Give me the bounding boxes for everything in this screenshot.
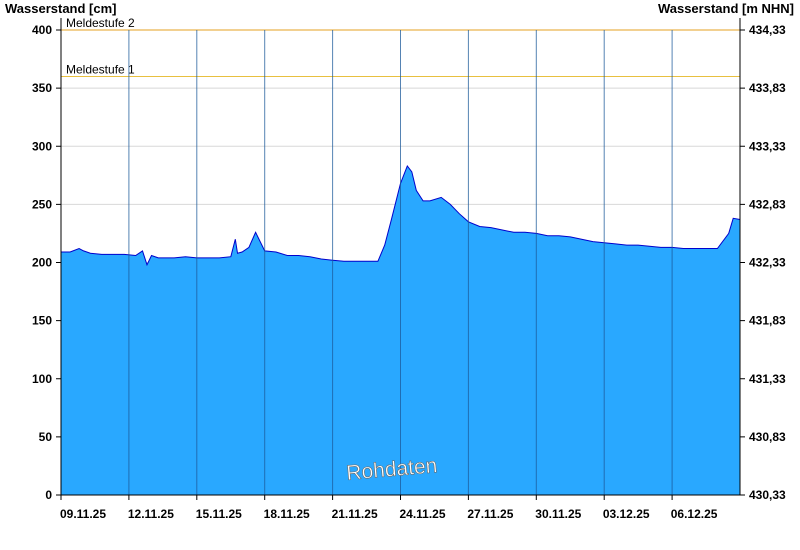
y-tick-label-left: 150	[32, 314, 52, 328]
x-tick-label: 09.11.25	[60, 507, 106, 521]
y-tick-label-right: 433,83	[749, 81, 786, 95]
x-tick-label: 27.11.25	[467, 507, 513, 521]
x-tick-label: 18.11.25	[264, 507, 310, 521]
threshold-label: Meldestufe 1	[66, 63, 135, 77]
y-tick-label-right: 432,83	[749, 197, 786, 211]
y-tick-label-right: 430,83	[749, 430, 786, 444]
x-tick-label: 24.11.25	[399, 507, 445, 521]
y-tick-label-left: 50	[39, 430, 53, 444]
y-axis-title-left: Wasserstand [cm]	[5, 1, 117, 16]
y-tick-label-right: 431,83	[749, 314, 786, 328]
y-tick-label-left: 350	[32, 81, 52, 95]
x-tick-label: 30.11.25	[535, 507, 581, 521]
x-tick-label: 15.11.25	[196, 507, 242, 521]
y-axis-title-right: Wasserstand [m NHN]	[657, 1, 794, 16]
y-tick-label-left: 250	[32, 197, 52, 211]
y-tick-label-right: 430,33	[749, 488, 786, 502]
x-tick-label: 21.11.25	[332, 507, 378, 521]
y-tick-label-right: 434,33	[749, 23, 786, 37]
watermark-text: Rohdaten	[345, 454, 438, 485]
y-tick-label-right: 433,33	[749, 139, 786, 153]
y-tick-label-left: 400	[32, 23, 52, 37]
threshold-label: Meldestufe 2	[66, 16, 135, 30]
water-level-line	[61, 164, 741, 267]
y-tick-label-left: 0	[45, 488, 52, 502]
x-tick-label: 03.12.25	[603, 507, 650, 521]
y-tick-label-left: 100	[32, 372, 52, 386]
x-tick-label: 06.12.25	[671, 507, 718, 521]
y-tick-label-left: 300	[32, 139, 52, 153]
y-tick-label-left: 200	[32, 256, 52, 270]
y-tick-label-right: 432,33	[749, 256, 786, 270]
x-tick-label: 12.11.25	[128, 507, 174, 521]
y-tick-label-right: 431,33	[749, 372, 786, 386]
